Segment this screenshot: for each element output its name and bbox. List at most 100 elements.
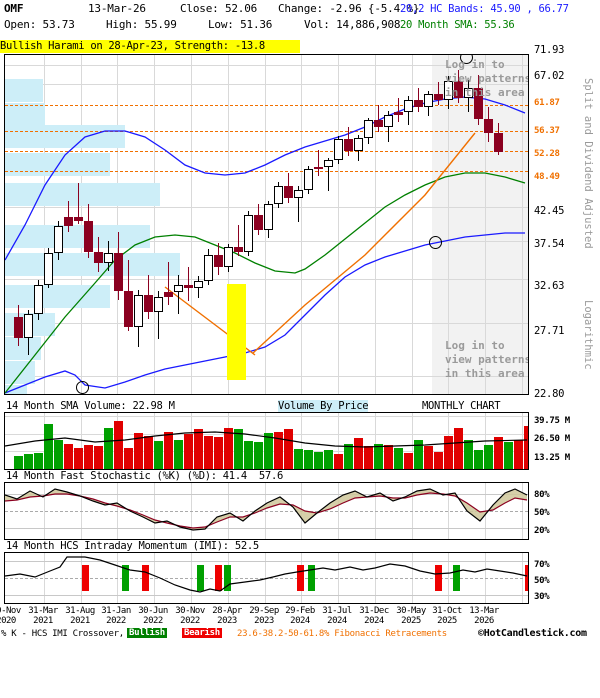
volume-bar (254, 442, 263, 469)
candle-wick (328, 157, 329, 192)
volume-by-price-bar (5, 125, 125, 148)
pattern-alert-banner[interactable]: Bullish Harami on 28-Apr-23, Strength: -… (0, 40, 300, 53)
x-tick-date: 13-Mar (469, 606, 499, 616)
candle-body (444, 80, 453, 101)
gridline-vertical (44, 55, 45, 394)
volume-bar (384, 445, 393, 469)
gridline-vertical (191, 55, 192, 394)
x-axis-tick: 13-Mar 2026 (462, 606, 506, 626)
candle-body (24, 314, 33, 338)
volume-bar (184, 434, 193, 469)
x-tick-date: 31-Oct (432, 606, 462, 616)
volume-label: Vol: 14,886,908 (304, 18, 401, 31)
candle-wick (78, 182, 79, 225)
stochastic-panel[interactable] (4, 482, 529, 540)
gridline-vertical (81, 55, 82, 394)
volume-bar (424, 446, 433, 469)
candle-body (314, 167, 323, 170)
bullish-badge: Bullish (127, 628, 167, 638)
candle-wick (318, 149, 319, 176)
imi-crossover-signal (197, 565, 204, 591)
x-axis-tick: 30-Jun 2022 (131, 606, 175, 626)
volume-bar (114, 421, 123, 469)
volume-by-price-bar (5, 103, 45, 126)
x-tick-date: 31-Jul (322, 606, 352, 616)
imi-crossover-signal (215, 565, 222, 591)
volume-by-price-bar (5, 153, 110, 176)
candle-body (184, 284, 193, 289)
imi-tick: 30% (534, 592, 550, 602)
gridline-vertical (154, 55, 155, 394)
candle-body (164, 292, 173, 297)
stochastic-tick: 20% (534, 526, 550, 536)
gridline-level-20 (5, 528, 528, 529)
price-tick: 42.45 (534, 205, 565, 217)
candle-body (374, 120, 383, 128)
imi-crossover-signal (297, 565, 304, 591)
volume-by-price-bar (5, 361, 35, 384)
quote-header: OMF 13-Mar-26 Close: 52.06 Change: -2.96… (0, 0, 600, 36)
imi-panel-title: 14 Month HCS Intraday Momentum (IMI): 52… (6, 540, 259, 552)
volume-bar (334, 454, 343, 469)
candle-body (334, 139, 343, 161)
volume-by-price-bar (5, 385, 27, 394)
volume-bar (454, 427, 463, 469)
open-label: Open: 53.73 (4, 18, 75, 31)
x-tick-year: 2021 (33, 616, 53, 626)
volume-bar (304, 450, 313, 469)
volume-bar (364, 446, 373, 469)
imi-tick: 50% (534, 576, 550, 586)
x-tick-year: 2022 (180, 616, 200, 626)
volume-bar (504, 442, 513, 469)
volume-bar (344, 443, 353, 469)
candle-wick (378, 104, 379, 132)
x-axis-tick: 31-Jan 2022 (94, 606, 138, 626)
volume-bar (394, 447, 403, 469)
pattern-marker-top-icon[interactable] (460, 55, 473, 64)
locked-message-bottom[interactable]: Log in to view patterns in this area (445, 339, 529, 380)
gridline-vertical (375, 413, 376, 469)
volume-bar (294, 449, 303, 469)
candle-body (174, 284, 183, 293)
candle-body (394, 111, 403, 115)
candle-body (474, 87, 483, 120)
x-tick-date: 31-Mar (28, 606, 58, 616)
candle-body (194, 281, 203, 289)
candle-body (264, 203, 273, 231)
candle-body (34, 284, 43, 315)
chart-type-label: MONTHLY CHART (422, 400, 501, 412)
imi-panel[interactable] (4, 552, 529, 604)
x-tick-year: 2024 (364, 616, 384, 626)
volume-bar (124, 447, 133, 469)
candle-body (124, 290, 133, 327)
volume-tick: 13.25 M (534, 453, 570, 463)
gridline-vertical (228, 55, 229, 394)
gridline-horizontal (5, 323, 528, 324)
x-tick-date: 30-Jun (138, 606, 168, 616)
locked-message-top[interactable]: Log in to view patterns in this area (445, 58, 529, 99)
candle-body (234, 247, 243, 252)
gridline-vertical (448, 55, 449, 394)
volume-panel[interactable] (4, 412, 529, 470)
volume-bar (84, 445, 93, 469)
imi-crossover-signal (142, 565, 149, 591)
pattern-marker-mid-icon[interactable] (429, 236, 442, 249)
candle-body (134, 295, 143, 327)
fib-tick: 56.37 (534, 126, 560, 136)
x-tick-date: 28-Apr (212, 606, 242, 616)
pattern-marker-low-icon[interactable] (76, 381, 89, 394)
price-chart-panel[interactable]: Log in to view patterns in this area Log… (4, 54, 529, 395)
volume-bar (34, 453, 43, 469)
candle-body (244, 214, 253, 252)
imi-crossover-signal (82, 565, 89, 591)
volume-bar (94, 446, 103, 469)
imi-crossover-signal (525, 565, 528, 591)
fib-tick: 52.28 (534, 149, 560, 159)
fib-tick: 61.87 (534, 98, 560, 108)
gridline-vertical (301, 55, 302, 394)
volume-bar (354, 438, 363, 469)
harami-highlight (227, 284, 246, 380)
change-label: Change: -2.96 {-5.4 %} (278, 2, 420, 15)
stochastic-y-axis: 80% 50% 20% (534, 482, 600, 540)
x-tick-date: 31-Dec (359, 606, 389, 616)
